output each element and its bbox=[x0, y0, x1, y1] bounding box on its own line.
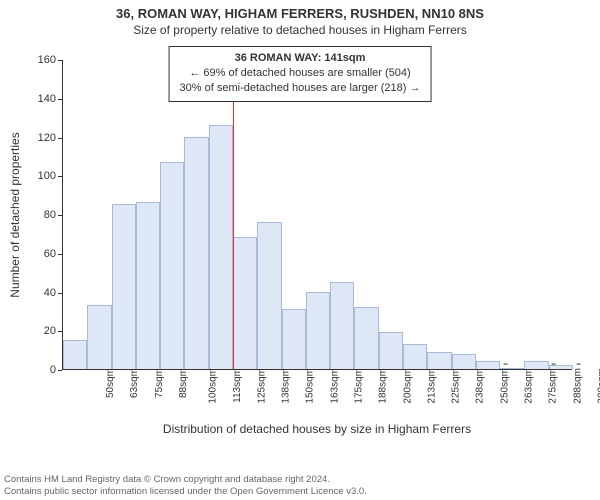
x-tick: 250sqm bbox=[499, 368, 510, 404]
y-tick: 80 bbox=[0, 209, 62, 221]
annotation-box: 36 ROMAN WAY: 141sqm ← 69% of detached h… bbox=[169, 46, 432, 102]
histogram-bar bbox=[160, 162, 184, 369]
histogram-bar bbox=[282, 309, 306, 369]
y-tick: 40 bbox=[0, 287, 62, 299]
plot-region: 50sqm63sqm75sqm88sqm100sqm113sqm125sqm13… bbox=[62, 60, 572, 370]
histogram-bar bbox=[136, 202, 160, 369]
histogram-bar bbox=[524, 361, 548, 369]
annotation-line2: ← 69% of detached houses are smaller (50… bbox=[180, 66, 421, 81]
histogram-bar bbox=[500, 368, 524, 369]
x-tick: 75sqm bbox=[154, 368, 165, 398]
histogram-bar bbox=[306, 292, 330, 370]
histogram-bar bbox=[476, 361, 500, 369]
x-tick: 288sqm bbox=[572, 368, 583, 404]
histogram-bar bbox=[233, 237, 257, 369]
histogram-bar bbox=[379, 332, 403, 369]
histogram-bar bbox=[87, 305, 111, 369]
x-tick: 188sqm bbox=[378, 368, 389, 404]
histogram-bar bbox=[63, 340, 87, 369]
x-tick: 238sqm bbox=[475, 368, 486, 404]
x-tick: 125sqm bbox=[256, 368, 267, 404]
footer: Contains HM Land Registry data © Crown c… bbox=[4, 474, 596, 498]
footer-line1: Contains HM Land Registry data © Crown c… bbox=[4, 474, 596, 486]
histogram-bar bbox=[452, 354, 476, 370]
footer-line2: Contains public sector information licen… bbox=[4, 486, 596, 498]
x-tick: 300sqm bbox=[596, 368, 600, 404]
x-tick: 200sqm bbox=[402, 368, 413, 404]
x-tick: 175sqm bbox=[354, 368, 365, 404]
highlight-marker bbox=[233, 60, 234, 369]
x-tick: 275sqm bbox=[548, 368, 559, 404]
x-tick: 138sqm bbox=[281, 368, 292, 404]
histogram-bar bbox=[354, 307, 378, 369]
chart-title: 36, ROMAN WAY, HIGHAM FERRERS, RUSHDEN, … bbox=[0, 6, 600, 21]
annotation-line3: 30% of semi-detached houses are larger (… bbox=[180, 81, 421, 96]
chart-subtitle: Size of property relative to detached ho… bbox=[0, 23, 600, 37]
x-tick: 113sqm bbox=[231, 368, 242, 403]
y-tick: 20 bbox=[0, 325, 62, 337]
annotation-line1: 36 ROMAN WAY: 141sqm bbox=[180, 51, 421, 66]
y-tick: 100 bbox=[0, 170, 62, 182]
x-tick: 263sqm bbox=[524, 368, 535, 404]
histogram-bar bbox=[427, 352, 451, 369]
x-tick: 225sqm bbox=[451, 368, 462, 404]
x-axis-label: Distribution of detached houses by size … bbox=[62, 422, 572, 436]
y-tick: 0 bbox=[0, 364, 62, 376]
histogram-bar bbox=[549, 365, 573, 369]
histogram-bar bbox=[112, 204, 136, 369]
x-tick: 63sqm bbox=[129, 368, 140, 398]
histogram-bar bbox=[184, 137, 208, 370]
histogram-bar bbox=[209, 125, 233, 369]
x-tick: 88sqm bbox=[178, 368, 189, 398]
y-tick: 120 bbox=[0, 132, 62, 144]
x-tick: 150sqm bbox=[305, 368, 316, 404]
y-tick: 140 bbox=[0, 93, 62, 105]
histogram-bar bbox=[403, 344, 427, 369]
x-tick: 213sqm bbox=[426, 368, 437, 404]
x-tick: 100sqm bbox=[208, 368, 219, 404]
title-block: 36, ROMAN WAY, HIGHAM FERRERS, RUSHDEN, … bbox=[0, 0, 600, 37]
x-tick: 50sqm bbox=[105, 368, 116, 398]
histogram-bar bbox=[257, 222, 281, 369]
x-tick: 163sqm bbox=[329, 368, 340, 404]
y-tick: 160 bbox=[0, 54, 62, 66]
histogram-bar bbox=[330, 282, 354, 369]
y-tick: 60 bbox=[0, 248, 62, 260]
